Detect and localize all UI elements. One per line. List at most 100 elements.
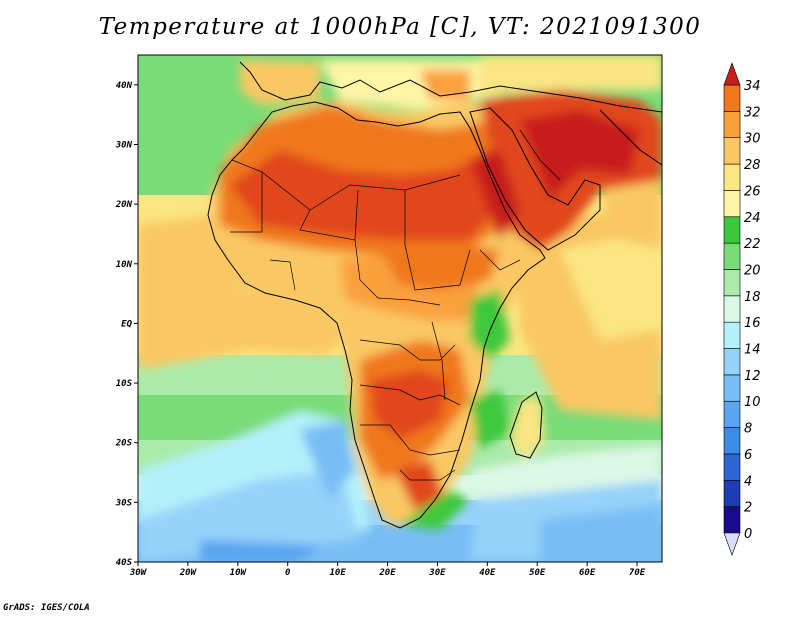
hot-region-sahara bbox=[230, 150, 505, 240]
colorbar-box bbox=[723, 427, 741, 455]
hot-region-south bbox=[370, 370, 450, 440]
credit-label: GrADS: IGES/COLA bbox=[3, 603, 90, 613]
colorbar-label: 6 bbox=[744, 448, 752, 463]
lon-tick-label: 70E bbox=[629, 568, 646, 578]
colorbar-box bbox=[723, 374, 741, 402]
madagascar-coastline bbox=[509, 391, 543, 459]
border-line bbox=[359, 339, 456, 361]
cold-ocean-region bbox=[540, 505, 662, 562]
colorbar-label: 12 bbox=[744, 369, 761, 384]
border-line bbox=[519, 129, 561, 181]
colorbar-label: 8 bbox=[744, 422, 752, 437]
colorbar-label: 16 bbox=[744, 316, 761, 331]
colorbar-box bbox=[723, 321, 741, 349]
colorbar-label: 14 bbox=[744, 343, 761, 358]
lon-tick-label: 10W bbox=[230, 568, 248, 578]
colorbar-over-triangle bbox=[723, 62, 741, 86]
colorbar-box bbox=[723, 163, 741, 191]
colorbar-box bbox=[723, 84, 741, 112]
hot-region-south bbox=[395, 460, 445, 510]
border-line bbox=[359, 384, 461, 406]
cool-region-cape bbox=[400, 490, 470, 530]
border-line bbox=[360, 424, 461, 456]
lon-tick-label: 30W bbox=[129, 568, 148, 578]
lat-tick-label: 30S bbox=[115, 498, 133, 508]
warm-region-north bbox=[480, 55, 662, 95]
border-line bbox=[404, 190, 471, 291]
lat-tick-label: 10S bbox=[116, 379, 133, 389]
warm-ocean-region bbox=[138, 215, 345, 370]
border-line bbox=[479, 249, 521, 271]
colorbar-box bbox=[723, 348, 741, 376]
colorbar-box bbox=[723, 190, 741, 218]
cold-ocean-region bbox=[200, 540, 320, 562]
africa-coastline bbox=[207, 101, 546, 529]
cold-ocean-region bbox=[138, 470, 360, 562]
lat-tick-label: 40N bbox=[116, 81, 133, 91]
lon-tick-label: 10E bbox=[329, 568, 346, 578]
lon-tick-label: 30E bbox=[428, 568, 446, 578]
colorbar-box bbox=[723, 111, 741, 139]
colorbar-label: 10 bbox=[744, 395, 761, 410]
colorbar-label: 30 bbox=[744, 132, 761, 147]
warm-region-india bbox=[600, 180, 662, 250]
warm-region-iberia bbox=[240, 60, 320, 105]
warm-ocean-region bbox=[560, 230, 662, 340]
lon-tick-label: 40E bbox=[479, 568, 496, 578]
arabia-coastline bbox=[469, 107, 601, 251]
border-line bbox=[230, 159, 263, 233]
colorbar-label: 2 bbox=[744, 501, 752, 516]
europe-coastline bbox=[239, 61, 662, 113]
longitude-axis: 30W 20W 10W 0 10E 20E 30E 40E 50E 60E 70E bbox=[129, 562, 646, 578]
map-frame bbox=[137, 54, 663, 563]
coastlines bbox=[207, 61, 662, 529]
cool-region-mozambique bbox=[470, 390, 510, 450]
lat-tick-label: 30N bbox=[115, 140, 133, 150]
lat-tick-label: EQ bbox=[121, 319, 132, 329]
colorbar-label: 24 bbox=[744, 211, 761, 226]
cold-ocean-region bbox=[470, 445, 662, 500]
lat-tick-label: 20S bbox=[115, 439, 133, 449]
colorbar-box bbox=[723, 506, 741, 534]
colorbar-label: 28 bbox=[744, 158, 761, 173]
colorbar-label: 4 bbox=[744, 474, 752, 489]
colorbar-box bbox=[723, 242, 741, 270]
cold-ocean-region bbox=[300, 420, 355, 500]
lat-tick-label: 20N bbox=[115, 200, 133, 210]
country-borders bbox=[230, 129, 561, 481]
border-line bbox=[299, 189, 359, 241]
colorbar-label: 0 bbox=[744, 527, 752, 542]
lat-tick-label: 10N bbox=[116, 260, 133, 270]
hot-region-red-sea bbox=[470, 150, 520, 240]
colorbar-box bbox=[723, 295, 741, 323]
colorbar-label: 20 bbox=[744, 263, 761, 278]
border-line bbox=[269, 259, 296, 291]
lon-tick-label: 50E bbox=[529, 568, 546, 578]
hot-region-sudan bbox=[380, 245, 500, 290]
colorbar-box bbox=[723, 453, 741, 481]
lake-line bbox=[431, 321, 446, 401]
temperature-field bbox=[138, 55, 662, 562]
lon-tick-label: 20W bbox=[179, 568, 198, 578]
map-title: Temperature at 1000hPa [C], VT: 20210913… bbox=[98, 14, 702, 40]
colorbar-label: 26 bbox=[744, 184, 761, 199]
lat-tick-label: 40S bbox=[116, 558, 133, 568]
colorbar-box bbox=[723, 400, 741, 428]
colorbar-box bbox=[723, 479, 741, 507]
border-line bbox=[399, 469, 456, 481]
hot-region-arabia bbox=[520, 110, 640, 200]
colorbar-box bbox=[723, 269, 741, 297]
latitude-axis: 40N 30N 20N 10N EQ 10S 20S 30S 40S bbox=[115, 81, 138, 568]
colorbar-label: 18 bbox=[744, 290, 761, 305]
lon-tick-label: 20E bbox=[378, 568, 396, 578]
lon-tick-label: 60E bbox=[579, 568, 596, 578]
colorbar-box bbox=[723, 137, 741, 165]
lon-tick-label: 0 bbox=[285, 568, 291, 578]
colorbar-label: 32 bbox=[744, 105, 761, 120]
border-line bbox=[261, 171, 461, 211]
iran-coastline bbox=[599, 109, 662, 166]
colorbar-label: 22 bbox=[744, 237, 761, 252]
colorbar-label: 34 bbox=[744, 79, 761, 94]
